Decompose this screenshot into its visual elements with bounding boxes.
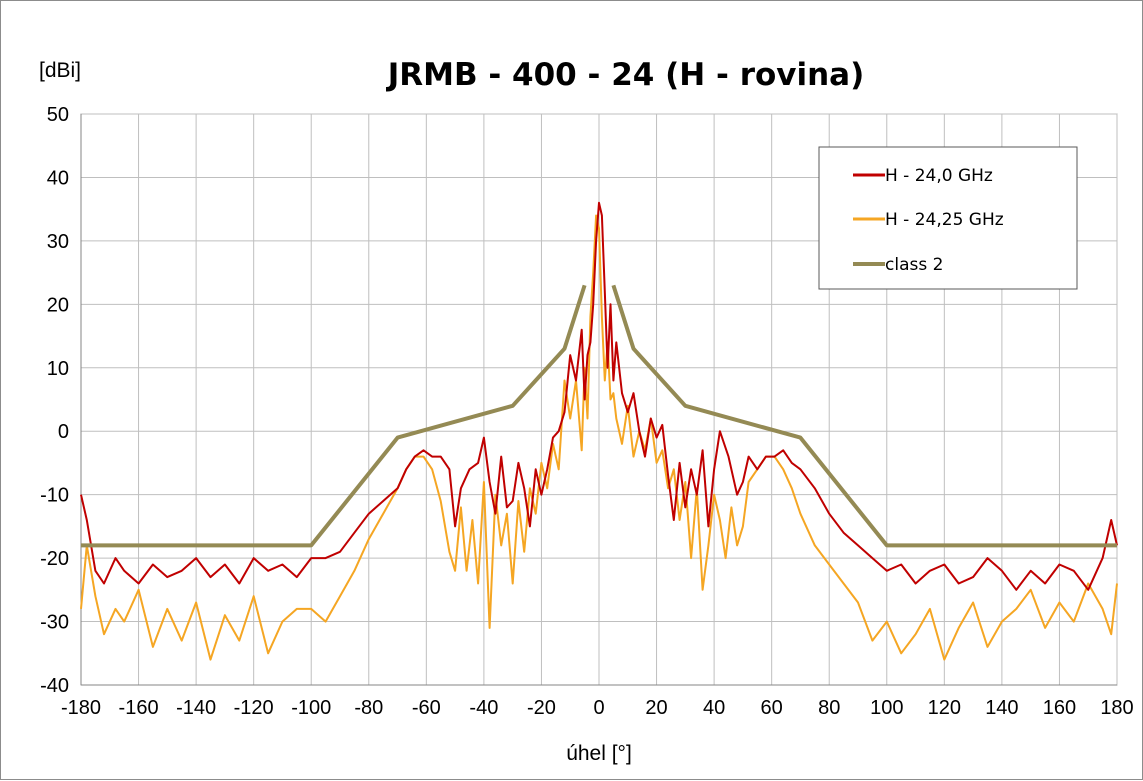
x-tick-label: -140 — [176, 697, 216, 719]
x-tick-label: 180 — [1100, 697, 1133, 719]
series-line-class-2 — [81, 284, 587, 548]
y-tick-label: -40 — [40, 675, 69, 697]
y-tick-label: 0 — [58, 421, 69, 443]
series-layer — [80, 201, 1118, 661]
x-tick-label: -60 — [412, 697, 441, 719]
legend-label-class-2: class 2 — [885, 255, 943, 275]
x-tick-label: -100 — [291, 697, 331, 719]
y-tick-label: -30 — [40, 612, 69, 634]
axes — [80, 114, 1117, 686]
y-tick-label: 40 — [47, 167, 69, 189]
y-tick-label: 10 — [47, 358, 69, 380]
x-tick-label: 0 — [593, 697, 604, 719]
grid — [80, 113, 1118, 686]
x-tick-label: -80 — [354, 697, 383, 719]
x-axis-label: úhel [°] — [566, 742, 632, 765]
x-tick-label: -40 — [469, 697, 498, 719]
x-tick-label: 60 — [761, 697, 783, 719]
legend: H - 24,0 GHz H - 24,25 GHz class 2 — [818, 146, 1078, 290]
y-tick-label: 30 — [47, 231, 69, 253]
series-line-h-24-0-ghz — [80, 201, 1118, 591]
x-tick-label: 160 — [1043, 697, 1076, 719]
y-tick-label: -20 — [40, 548, 69, 570]
y-tick-label: 50 — [47, 104, 69, 126]
x-tick-label: -20 — [527, 697, 556, 719]
x-tick-label: 100 — [870, 697, 903, 719]
legend-label-h-24-25: H - 24,25 GHz — [885, 210, 1004, 230]
y-axis-label: [dBi] — [39, 59, 81, 82]
legend-label-h-24-0: H - 24,0 GHz — [885, 166, 993, 186]
y-tick-label: 20 — [47, 294, 69, 316]
x-tick-label: 40 — [703, 697, 725, 719]
x-tick-label: -160 — [119, 697, 159, 719]
chart-title: JRMB - 400 - 24 (H - rovina) — [386, 57, 865, 93]
x-tick-label: -180 — [61, 697, 101, 719]
x-tick-label: -120 — [234, 697, 274, 719]
y-tick-label: -10 — [40, 485, 69, 507]
series-line-class-2-right — [611, 284, 1117, 548]
x-tick-label: 140 — [985, 697, 1018, 719]
x-tick-label: 80 — [818, 697, 840, 719]
tick-labels: -180 -160 -140 -120 -100 -80 -60 -40 -20 0 20 40 60 8… — [40, 104, 1134, 719]
x-tick-label: 20 — [645, 697, 667, 719]
x-tick-label: 120 — [928, 697, 961, 719]
